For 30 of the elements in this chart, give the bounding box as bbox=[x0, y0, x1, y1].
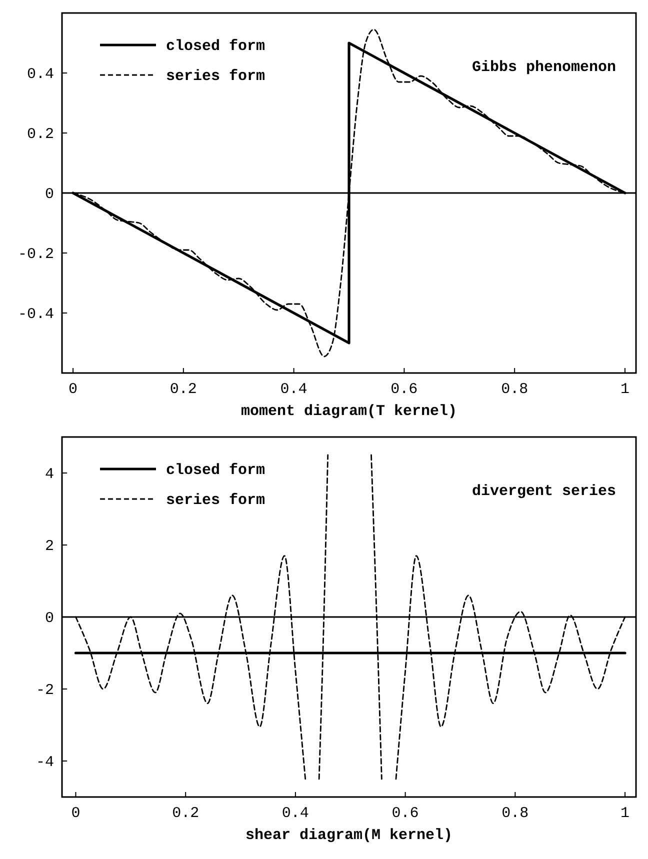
y-tick-label: 0 bbox=[44, 186, 54, 203]
legend-label: series form bbox=[166, 492, 266, 509]
y-tick-label: 4 bbox=[44, 466, 54, 483]
y-tick-label: -0.2 bbox=[18, 246, 54, 263]
y-tick-label: 2 bbox=[44, 538, 54, 555]
x-axis-title: shear diagram(M kernel) bbox=[245, 827, 453, 844]
legend-label: closed form bbox=[166, 38, 266, 55]
x-tick-label: 0.8 bbox=[502, 805, 529, 822]
x-axis-title: moment diagram(T kernel) bbox=[240, 403, 458, 420]
x-tick-label: 0.6 bbox=[390, 381, 418, 398]
x-tick-label: 0.6 bbox=[392, 805, 419, 822]
y-tick-label: 0.4 bbox=[26, 66, 54, 83]
x-tick-label: 0.2 bbox=[170, 381, 197, 398]
x-tick-label: 0 bbox=[71, 805, 80, 822]
y-tick-label: -4 bbox=[36, 754, 54, 771]
legend-label: series form bbox=[166, 68, 266, 85]
x-tick-label: 0.4 bbox=[282, 805, 309, 822]
legend-label: closed form bbox=[166, 462, 266, 479]
y-tick-label: 0.2 bbox=[26, 126, 54, 143]
annotation: divergent series bbox=[472, 483, 616, 500]
x-tick-label: 0.4 bbox=[280, 381, 308, 398]
x-tick-label: 0.8 bbox=[501, 381, 528, 398]
x-tick-label: 0.2 bbox=[172, 805, 200, 822]
x-tick-label: 1 bbox=[620, 805, 630, 822]
y-tick-label: -0.4 bbox=[18, 306, 54, 323]
x-tick-label: 0 bbox=[68, 381, 78, 398]
x-tick-label: 1 bbox=[620, 381, 630, 398]
y-tick-label: -2 bbox=[36, 682, 54, 699]
y-tick-label: 0 bbox=[44, 610, 54, 627]
annotation: Gibbs phenomenon bbox=[472, 59, 616, 76]
